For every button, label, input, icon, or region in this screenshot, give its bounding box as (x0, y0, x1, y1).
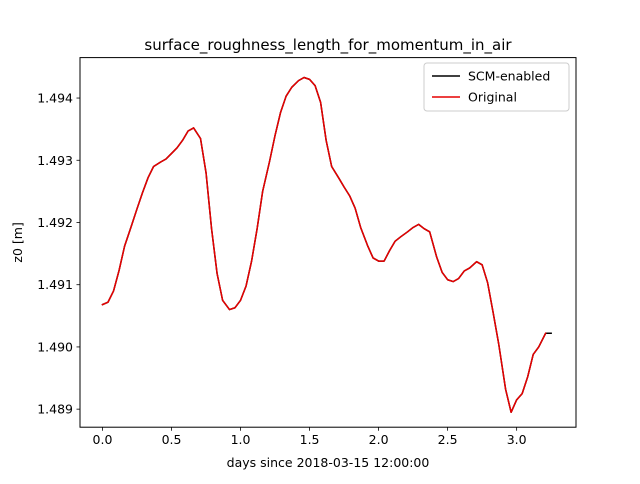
x-tick-label: 0.0 (93, 432, 113, 447)
y-axis-label: z0 [m] (10, 222, 25, 262)
series-layer (101, 76, 552, 414)
x-tick-label: 1.5 (300, 432, 320, 447)
y-tick-label: 1.493 (37, 153, 73, 168)
x-tick-label: 2.5 (438, 432, 458, 447)
legend: SCM-enabled Original (423, 62, 570, 112)
plot-frame (79, 57, 577, 428)
y-tick-label: 1.492 (37, 215, 73, 230)
y-tick-label: 1.494 (37, 91, 73, 106)
chart-title: surface_roughness_length_for_momentum_in… (144, 36, 512, 55)
tick-layer: 0.0 0.5 1.0 1.5 2.0 2.5 3.0 1.489 1.490 1.491 1.49… (37, 91, 526, 448)
x-tick-label: 3.0 (507, 432, 527, 447)
x-tick-label: 0.5 (162, 432, 182, 447)
y-tick-label: 1.489 (37, 402, 73, 417)
series-line-original (101, 76, 547, 414)
y-tick-label: 1.491 (37, 277, 73, 292)
x-tick-label: 2.0 (369, 432, 389, 447)
legend-label-scm-enabled: SCM-enabled (468, 69, 550, 84)
x-tick-label: 1.0 (231, 432, 251, 447)
y-tick-label: 1.490 (37, 339, 73, 354)
legend-label-original: Original (468, 90, 517, 105)
x-axis-label: days since 2018-03-15 12:00:00 (227, 455, 430, 470)
legend-box (423, 62, 570, 112)
